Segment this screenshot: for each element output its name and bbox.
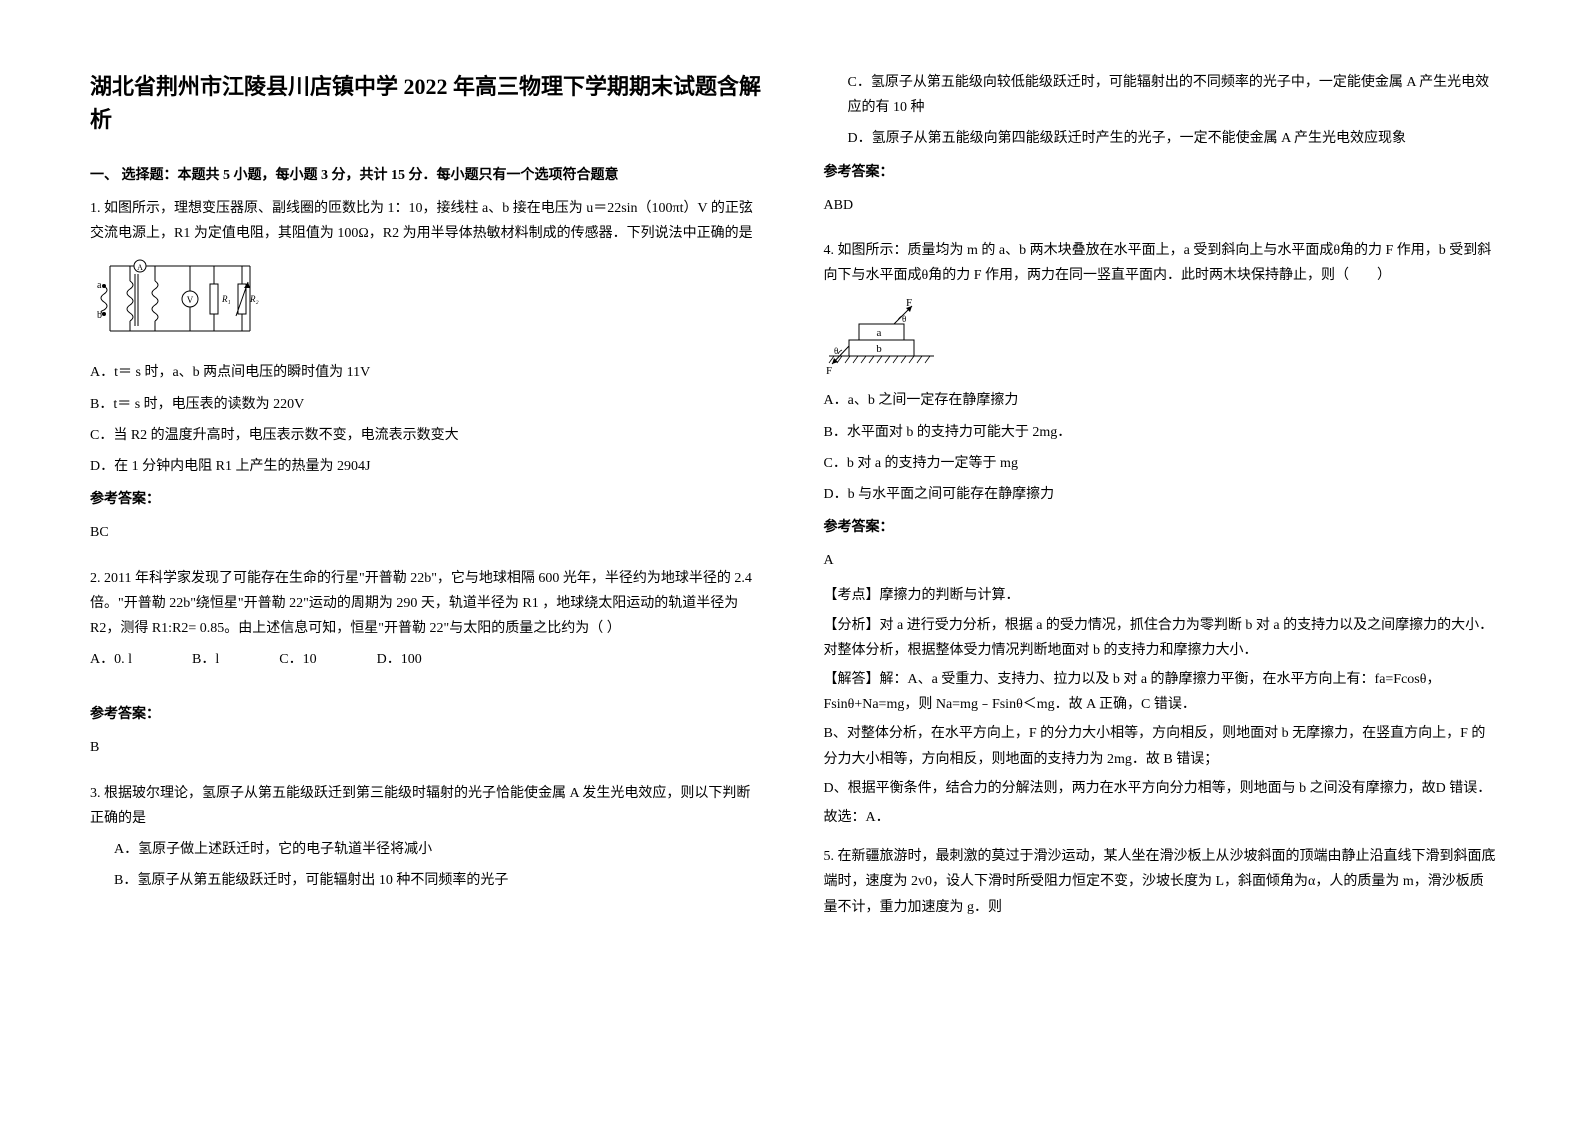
q2-option-d: D．100 [377,647,422,672]
q3-option-c: C．氢原子从第五能级向较低能级跃迁时，可能辐射出的不同频率的光子中，一定能使金属… [848,70,1498,120]
q4-answer-label: 参考答案： [824,515,1498,540]
q2-options-row: A．0. l B．l C．10 D．100 [90,647,764,672]
q1-option-b: B．t＝ s 时，电压表的读数为 220V [90,392,764,417]
q3-answer: ABD [824,193,1498,218]
svg-text:F: F [826,365,832,376]
q5-text: 5. 在新疆旅游时，最刺激的莫过于滑沙运动，某人坐在滑沙板上从沙坡斜面的顶端由静… [824,844,1498,920]
q1-option-a: A．t＝ s 时，a、b 两点间电压的瞬时值为 11V [90,360,764,385]
svg-text:R₁: R₁ [221,294,231,304]
question-2: 2. 2011 年科学家发现了可能存在生命的行星"开普勒 22b"，它与地球相隔… [90,566,764,771]
q1-text: 1. 如图所示，理想变压器原、副线圈的匝数比为 1：10，接线柱 a、b 接在电… [90,196,764,246]
section-heading: 一、 选择题：本题共 5 小题，每小题 3 分，共计 15 分．每小题只有一个选… [90,164,764,184]
svg-text:V: V [187,295,194,305]
question-3: 3. 根据玻尔理论，氢原子从第五能级跃迁到第三能级时辐射的光子恰能使金属 A 发… [90,781,764,900]
q2-answer: B [90,735,764,760]
q4-option-b: B．水平面对 b 的支持力可能大于 2mg． [824,420,1498,445]
svg-text:A: A [137,263,143,272]
q2-option-c: C．10 [279,647,316,672]
question-1: 1. 如图所示，理想变压器原、副线圈的匝数比为 1：10，接线柱 a、b 接在电… [90,196,764,556]
q4-option-c: C．b 对 a 的支持力一定等于 mg [824,451,1498,476]
q4-solution-d: D、根据平衡条件，结合力的分解法则，两力在水平方向分力相等，则地面与 b 之间没… [824,776,1498,801]
q4-point: 【考点】摩擦力的判断与计算． [824,583,1498,608]
q3-option-a: A．氢原子做上述跃迁时，它的电子轨道半径将减小 [114,837,764,862]
q2-text: 2. 2011 年科学家发现了可能存在生命的行星"开普勒 22b"，它与地球相隔… [90,566,764,642]
q2-option-a: A．0. l [90,647,132,672]
right-column: C．氢原子从第五能级向较低能级跃迁时，可能辐射出的不同频率的光子中，一定能使金属… [824,70,1498,1052]
document-title: 湖北省荆州市江陵县川店镇中学 2022 年高三物理下学期期末试题含解析 [90,70,764,136]
svg-text:b: b [876,343,882,355]
svg-text:a: a [97,280,102,291]
q1-answer-label: 参考答案： [90,487,764,512]
question-5: 5. 在新疆旅游时，最刺激的莫过于滑沙运动，某人坐在滑沙板上从沙坡斜面的顶端由静… [824,844,1498,926]
svg-text:a: a [876,327,881,339]
q4-option-a: A．a、b 之间一定存在静摩擦力 [824,388,1498,413]
q2-option-b: B．l [192,647,219,672]
q3-answer-label: 参考答案： [824,160,1498,185]
q4-conclusion: 故选：A． [824,805,1498,830]
q1-option-d: D．在 1 分钟内电阻 R1 上产生的热量为 2904J [90,454,764,479]
q3-text: 3. 根据玻尔理论，氢原子从第五能级跃迁到第三能级时辐射的光子恰能使金属 A 发… [90,781,764,831]
question-3-continued: C．氢原子从第五能级向较低能级跃迁时，可能辐射出的不同频率的光子中，一定能使金属… [824,70,1498,228]
q3-option-d: D．氢原子从第五能级向第四能级跃迁时产生的光子，一定不能使金属 A 产生光电效应… [848,126,1498,151]
q1-answer: BC [90,520,764,545]
q4-answer: A [824,548,1498,573]
q2-answer-label: 参考答案： [90,702,764,727]
question-4: 4. 如图所示：质量均为 m 的 a、b 两木块叠放在水平面上，a 受到斜向上与… [824,238,1498,834]
left-column: 湖北省荆州市江陵县川店镇中学 2022 年高三物理下学期期末试题含解析 一、 选… [90,70,764,1052]
block-diagram: F θ a b [824,296,944,376]
circuit-diagram: A a b V [90,256,270,346]
q4-solution-b: B、对整体分析，在水平方向上，F 的分力大小相等，方向相反，则地面对 b 无摩擦… [824,721,1498,771]
q4-text: 4. 如图所示：质量均为 m 的 a、b 两木块叠放在水平面上，a 受到斜向上与… [824,238,1498,288]
q3-option-b: B．氢原子从第五能级跃迁时，可能辐射出 10 种不同频率的光子 [114,868,764,893]
q4-option-d: D．b 与水平面之间可能存在静摩擦力 [824,482,1498,507]
q4-analysis: 【分析】对 a 进行受力分析，根据 a 的受力情况，抓住合力为零判断 b 对 a… [824,613,1498,663]
q4-solution: 【解答】解：A、a 受重力、支持力、拉力以及 b 对 a 的静摩擦力平衡，在水平… [824,667,1498,717]
svg-text:R₂: R₂ [249,294,259,304]
svg-text:θ: θ [902,314,906,324]
svg-text:θ: θ [834,346,838,356]
q1-option-c: C．当 R2 的温度升高时，电压表示数不变，电流表示数变大 [90,423,764,448]
